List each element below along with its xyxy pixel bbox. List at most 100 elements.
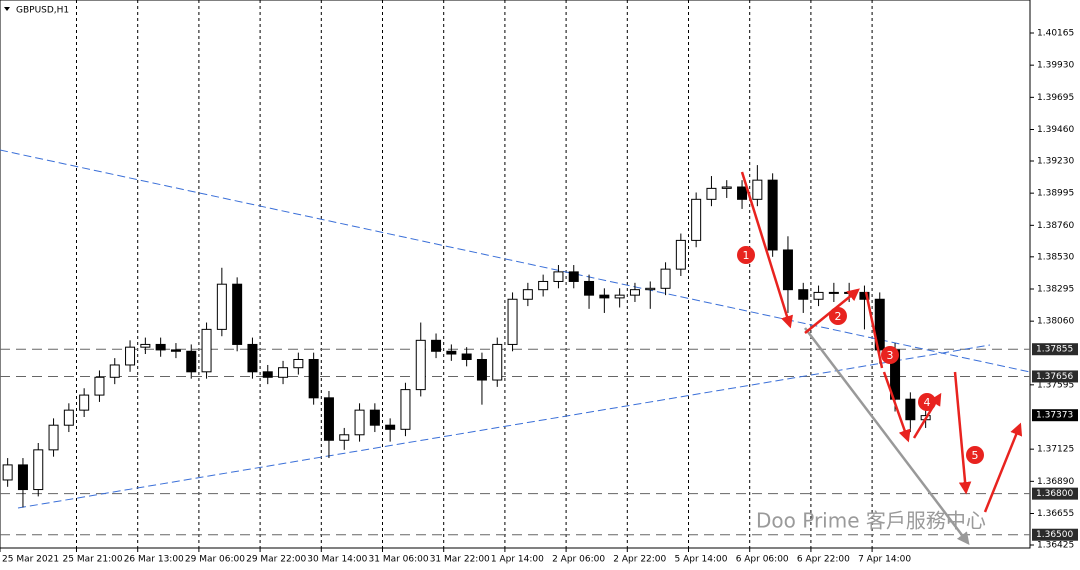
candle-body bbox=[369, 409, 380, 426]
candle-body bbox=[446, 350, 457, 355]
y-tick-label: 1.40165 bbox=[1037, 28, 1074, 38]
x-tick-label: 6 Apr 22:00 bbox=[797, 555, 850, 565]
candle-body bbox=[584, 280, 595, 296]
annotation-badge bbox=[918, 393, 936, 411]
x-tick-label: 25 Mar 2021 bbox=[2, 555, 59, 565]
watermark: Doo Prime 客戶服務中心 bbox=[756, 509, 986, 533]
candle-body bbox=[614, 294, 625, 299]
last-price-label: 1.37373 bbox=[1036, 411, 1073, 421]
arrow bbox=[804, 327, 970, 545]
candles bbox=[2, 165, 931, 508]
y-tick-label: 1.36890 bbox=[1037, 477, 1074, 487]
symbol-header: GBPUSD,H1 bbox=[16, 6, 69, 16]
arrow bbox=[953, 371, 972, 495]
candle-body bbox=[339, 434, 350, 441]
candle-body bbox=[874, 298, 885, 351]
x-tick-label: 7 Apr 14:00 bbox=[858, 555, 911, 565]
candle-body bbox=[599, 294, 610, 299]
arrow bbox=[740, 171, 793, 329]
candle-body bbox=[675, 239, 686, 270]
candle-body bbox=[308, 358, 319, 399]
trendline bbox=[0, 149, 1031, 373]
annotation-label: 5 bbox=[972, 449, 979, 462]
candle-body bbox=[232, 283, 243, 345]
candle-body bbox=[186, 350, 197, 373]
annotation-badge bbox=[829, 307, 847, 325]
candle-body bbox=[538, 280, 549, 291]
last-price-box bbox=[1032, 409, 1078, 422]
annotation-label: 3 bbox=[887, 349, 894, 362]
arrow bbox=[864, 291, 884, 369]
trendline bbox=[17, 344, 991, 509]
candle-body bbox=[752, 179, 763, 200]
plot-frame bbox=[0, 0, 1031, 549]
levels bbox=[0, 348, 1030, 536]
y-tick-label: 1.37595 bbox=[1037, 380, 1074, 390]
y-tick-label: 1.39460 bbox=[1037, 125, 1074, 135]
candle-body bbox=[354, 409, 365, 436]
x-tick-label: 2 Apr 06:00 bbox=[552, 555, 605, 565]
candle-body bbox=[645, 287, 656, 291]
level-label: 1.36500 bbox=[1036, 530, 1073, 540]
arrow bbox=[983, 422, 1023, 513]
candle-body bbox=[94, 376, 105, 396]
candle-body bbox=[293, 358, 304, 369]
x-tick-label: 26 Mar 13:00 bbox=[124, 555, 184, 565]
x-tick-label: 6 Apr 06:00 bbox=[736, 555, 789, 565]
y-tick-label: 1.39930 bbox=[1037, 61, 1074, 71]
x-tick-label: 1 Apr 14:00 bbox=[491, 555, 544, 565]
candle-body bbox=[79, 394, 90, 411]
candle-body bbox=[828, 291, 839, 294]
candle-body bbox=[905, 398, 916, 421]
candle-body bbox=[461, 353, 472, 360]
candle-body bbox=[522, 289, 533, 300]
candle-body bbox=[782, 249, 793, 291]
candle-body bbox=[859, 291, 870, 300]
candle-body bbox=[201, 328, 212, 373]
candle-body bbox=[385, 424, 396, 430]
candle-body bbox=[140, 343, 151, 348]
y-tick-label: 1.36655 bbox=[1037, 509, 1074, 519]
x-tick-label: 29 Mar 06:00 bbox=[185, 555, 245, 565]
annotations: 1 2 3 4 5 bbox=[737, 246, 984, 464]
candle-body bbox=[48, 424, 59, 451]
y-tick-label: 1.38295 bbox=[1037, 284, 1074, 294]
candle-body bbox=[216, 283, 227, 330]
candle-body bbox=[247, 343, 258, 373]
candle-body bbox=[63, 409, 74, 426]
candle-body bbox=[798, 289, 809, 300]
x-tick-label: 5 Apr 14:00 bbox=[675, 555, 728, 565]
x-tick-label: 25 Mar 21:00 bbox=[63, 555, 123, 565]
price-axis: 1.40165 1.39930 1.39695 1.39460 1.39230 1.389… bbox=[1030, 28, 1078, 550]
annotation-badge bbox=[881, 346, 899, 364]
annotation-label: 4 bbox=[924, 396, 931, 409]
x-tick-label: 30 Mar 14:00 bbox=[307, 555, 367, 565]
y-tick-label: 1.38060 bbox=[1037, 317, 1074, 327]
level-label: 1.36800 bbox=[1036, 489, 1073, 499]
candle-body bbox=[17, 464, 28, 491]
arrow bbox=[882, 371, 911, 443]
candle-body bbox=[691, 198, 702, 241]
y-tick-label: 1.38995 bbox=[1037, 189, 1074, 199]
y-tick-label: 1.39695 bbox=[1037, 93, 1074, 103]
x-tick-label: 31 Mar 22:00 bbox=[430, 555, 490, 565]
y-tick-label: 1.37125 bbox=[1037, 445, 1074, 455]
candle-body bbox=[507, 298, 518, 345]
candle-body bbox=[553, 271, 564, 282]
x-tick-label: 31 Mar 06:00 bbox=[369, 555, 429, 565]
level-label: 1.37656 bbox=[1036, 372, 1073, 382]
candle-body bbox=[660, 268, 671, 289]
annotation-label: 2 bbox=[835, 310, 842, 323]
header-icon bbox=[4, 7, 10, 11]
candle-body bbox=[170, 349, 181, 352]
level-label-box bbox=[1032, 487, 1078, 500]
x-tick-label: 2 Apr 22:00 bbox=[613, 555, 666, 565]
level-label-box bbox=[1032, 528, 1078, 541]
arrows bbox=[740, 171, 1023, 513]
candle-body bbox=[400, 389, 411, 430]
candle-body bbox=[2, 464, 13, 481]
candle-body bbox=[262, 371, 273, 378]
candle-body bbox=[155, 343, 166, 351]
candle-body bbox=[767, 179, 778, 251]
